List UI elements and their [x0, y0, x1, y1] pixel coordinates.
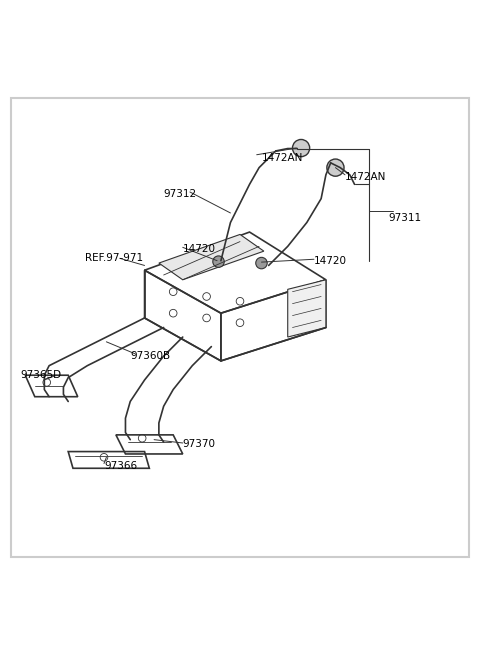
Text: 97366: 97366: [104, 461, 137, 471]
Circle shape: [292, 140, 310, 157]
Circle shape: [256, 257, 267, 269]
Circle shape: [327, 159, 344, 176]
Text: 1472AN: 1472AN: [345, 172, 386, 182]
Text: 97360B: 97360B: [130, 351, 170, 361]
Text: 14720: 14720: [314, 255, 347, 266]
Text: 97311: 97311: [388, 213, 421, 223]
Text: 97312: 97312: [164, 189, 197, 199]
Text: REF.97-971: REF.97-971: [85, 253, 143, 263]
Text: 97370: 97370: [183, 440, 216, 449]
Polygon shape: [159, 234, 264, 280]
Text: 14720: 14720: [183, 244, 216, 253]
Text: 97365D: 97365D: [21, 370, 61, 380]
Polygon shape: [288, 280, 326, 337]
Circle shape: [213, 256, 224, 267]
Text: 1472AN: 1472AN: [262, 153, 303, 163]
